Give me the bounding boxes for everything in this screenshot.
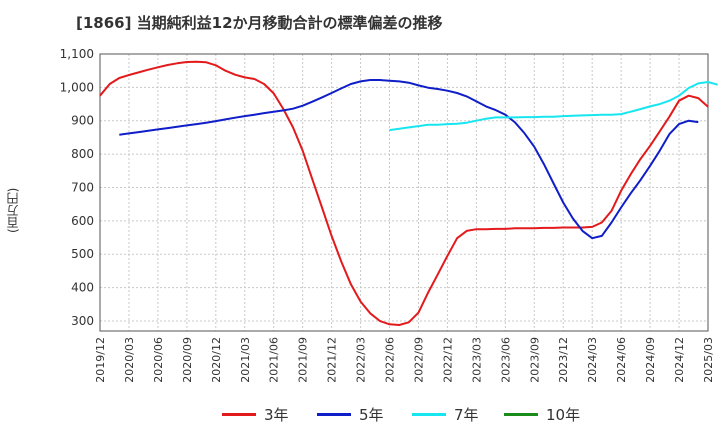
- y-tick-label: 500: [71, 247, 94, 261]
- y-tick-label: 700: [71, 180, 94, 194]
- legend-label: 10年: [546, 405, 581, 424]
- y-tick-labels: 300 400 500 600 700 800 900 1,000 1,100: [60, 47, 94, 328]
- legend-label: 5年: [359, 405, 384, 424]
- y-tick-label: 300: [71, 314, 94, 328]
- x-tick-label: 2020/06: [152, 337, 165, 383]
- x-tick-label: 2023/03: [470, 337, 483, 383]
- y-tick-label: 900: [71, 114, 94, 128]
- x-tick-label: 2021/12: [326, 337, 339, 383]
- series-line-7年: [389, 81, 718, 132]
- y-tick-label: 1,100: [60, 47, 94, 61]
- chart-title: [1866] 当期純利益12か月移動合計の標準偏差の推移: [76, 14, 443, 32]
- legend-swatch: [412, 412, 446, 416]
- x-tick-label: 2020/03: [123, 337, 136, 383]
- x-tick-label: 2022/12: [441, 337, 454, 383]
- series-line-3年: [99, 60, 709, 326]
- legend-label: 3年: [264, 405, 289, 424]
- x-tick-label: 2020/09: [181, 337, 194, 383]
- x-tick-label: 2020/12: [210, 337, 223, 383]
- x-tick-label: 2019/12: [94, 337, 107, 383]
- x-tick-label: 2025/03: [702, 337, 715, 383]
- grid-lines: [99, 53, 709, 331]
- plot-frame: [99, 53, 709, 332]
- x-tick-label: 2021/03: [239, 337, 252, 383]
- x-tick-label: 2023/12: [557, 337, 570, 383]
- x-tick-label: 2022/06: [384, 337, 397, 383]
- x-tick-label: 2022/03: [355, 337, 368, 383]
- x-tick-label: 2024/03: [586, 337, 599, 383]
- legend-item: 5年: [317, 402, 384, 426]
- legend-swatch: [317, 412, 351, 416]
- y-axis-label: (百万円): [6, 187, 20, 233]
- x-tick-label: 2022/09: [412, 337, 425, 383]
- y-tick-label: 600: [71, 214, 94, 228]
- legend-swatch: [504, 412, 538, 416]
- legend-item: 3年: [222, 402, 289, 426]
- x-tick-label: 2023/06: [499, 337, 512, 383]
- legend-swatch: [222, 412, 256, 416]
- x-tick-labels: 2019/12 2020/03 2020/06 2020/09 2020/12 2021/…: [94, 337, 715, 383]
- x-tick-label: 2023/09: [528, 337, 541, 383]
- axes: [99, 53, 709, 332]
- series-line-5年: [119, 79, 699, 240]
- y-tick-label: 1,000: [60, 80, 94, 94]
- legend-item: 10年: [504, 402, 580, 426]
- x-tick-label: 2021/09: [297, 337, 310, 383]
- series-lines: [99, 60, 718, 326]
- x-tick-label: 2024/06: [615, 337, 628, 383]
- x-tick-label: 2021/06: [268, 337, 281, 383]
- x-tick-label: 2024/12: [673, 337, 686, 383]
- x-tick-label: 2024/09: [644, 337, 657, 383]
- legend-label: 7年: [454, 405, 479, 424]
- y-tick-label: 800: [71, 147, 94, 161]
- legend: 3年 5年 7年 10年: [0, 402, 720, 426]
- legend-item: 7年: [412, 402, 479, 426]
- y-tick-label: 400: [71, 281, 94, 295]
